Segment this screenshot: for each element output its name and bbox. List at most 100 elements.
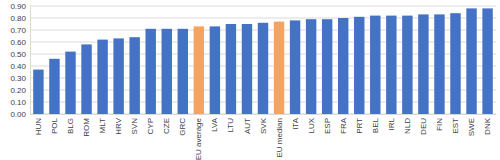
y-tick: 0.20 [10,86,30,95]
bar [434,14,444,114]
x-tick: EU median [275,114,284,158]
x-tick-label: BEL [371,117,380,133]
x-tick: ROM [82,114,91,137]
chart: 0.000.100.200.300.400.500.600.700.800.90… [0,0,500,160]
x-tick-label: NLD [403,118,412,134]
x-tick-label: DEU [419,118,428,135]
bar [290,20,300,114]
x-tick: SWE [467,114,476,136]
x-tick-label: SVK [259,117,268,134]
bar [354,17,364,114]
x-tick-label: LTU [226,118,235,133]
bar [386,16,396,114]
x-tick-label: LVA [210,117,219,132]
y-tick-label: 0.20 [10,86,26,95]
y-tick-label: 0.60 [10,38,26,47]
bar [466,8,476,114]
x-axis-line [31,114,497,115]
y-tick-label: 0.80 [10,14,26,23]
bar [482,8,492,114]
y-tick: 0.70 [10,26,30,35]
x-tick: FIN [435,114,444,131]
bar [322,19,332,114]
y-tick: 0.50 [10,50,30,59]
x-tick-label: GRC [178,118,187,136]
y-tick: 0.30 [10,74,30,83]
x-tick: BEL [371,114,380,133]
x-tick-label: POL [50,117,59,134]
y-tick: 0.40 [10,62,30,71]
x-tick: LTU [226,114,235,133]
x-tick-label: MLT [98,118,107,134]
x-tick-label: PRT [355,118,364,134]
x-tick-label: SWE [467,118,476,136]
x-tick-label: ESP [323,118,332,134]
bar [113,38,123,114]
x-tick-label: CZE [162,118,171,134]
x-tick-label: ROM [82,118,91,137]
bar [65,52,75,114]
x-tick: DNK [483,114,492,135]
x-tick-label: EU average [194,117,203,160]
x-tick: HUN [34,114,43,135]
bar [81,44,91,114]
x-tick: CZE [162,114,171,134]
x-tick: PRT [355,114,364,134]
x-tick: FRA [339,114,348,134]
bar [49,59,59,114]
x-tick-label: IRL [387,117,396,130]
x-tick-label: BLG [66,118,75,134]
x-tick: EU average [194,114,203,160]
y-axis: 0.000.100.200.300.400.500.600.700.800.90 [10,2,30,119]
x-tick: ITA [291,114,300,130]
x-tick-label: LUX [307,117,316,133]
x-tick: LUX [307,114,316,134]
x-tick-label: CYP [146,118,155,134]
y-tick-label: 0.70 [10,26,26,35]
x-tick-label: ITA [291,117,300,130]
bar [145,29,155,114]
bars [33,8,493,114]
y-tick-label: 0.50 [10,50,26,59]
x-tick-label: AUT [243,118,252,134]
x-tick: MLT [98,114,107,133]
y-axis-line [30,7,31,115]
bar [178,29,188,114]
bar [370,16,380,114]
bar [242,24,252,114]
x-tick: DEU [419,114,428,135]
x-tick: AUT [243,114,252,134]
bar [258,23,268,114]
bar [450,13,460,114]
x-tick-label: FRA [339,117,348,134]
x-tick: BLG [66,114,75,134]
x-tick: SVK [259,114,268,134]
x-axis: HUN POL BLG ROM MLT HRV SVN CYP CZE GRC EU average… [31,114,497,160]
x-tick-label: HRV [114,117,123,134]
x-tick-label: EST [451,118,460,134]
x-tick: LVA [210,114,219,132]
bar [97,40,107,114]
x-tick: HRV [114,114,123,135]
x-tick: NLD [403,114,412,134]
x-tick: ESP [323,114,332,134]
y-tick: 0.80 [10,14,30,23]
x-tick: EST [451,114,460,134]
bar [226,24,236,114]
y-tick-label: 0.40 [10,62,26,71]
y-tick-label: 0.10 [10,98,26,107]
bar [129,37,139,114]
bar [33,70,43,114]
bar [162,29,172,114]
grid [30,6,496,114]
y-tick-label: 0.30 [10,74,26,83]
x-tick-label: SVN [130,118,139,135]
y-tick: 0.00 [10,110,30,119]
plot: 0.000.100.200.300.400.500.600.700.800.90… [10,2,496,160]
x-tick-label: EU median [275,118,284,158]
y-tick: 0.60 [10,38,30,47]
x-tick-label: HUN [34,118,43,136]
x-tick: CYP [146,114,155,134]
bar [338,18,348,114]
y-tick-label: 0.00 [10,110,26,119]
